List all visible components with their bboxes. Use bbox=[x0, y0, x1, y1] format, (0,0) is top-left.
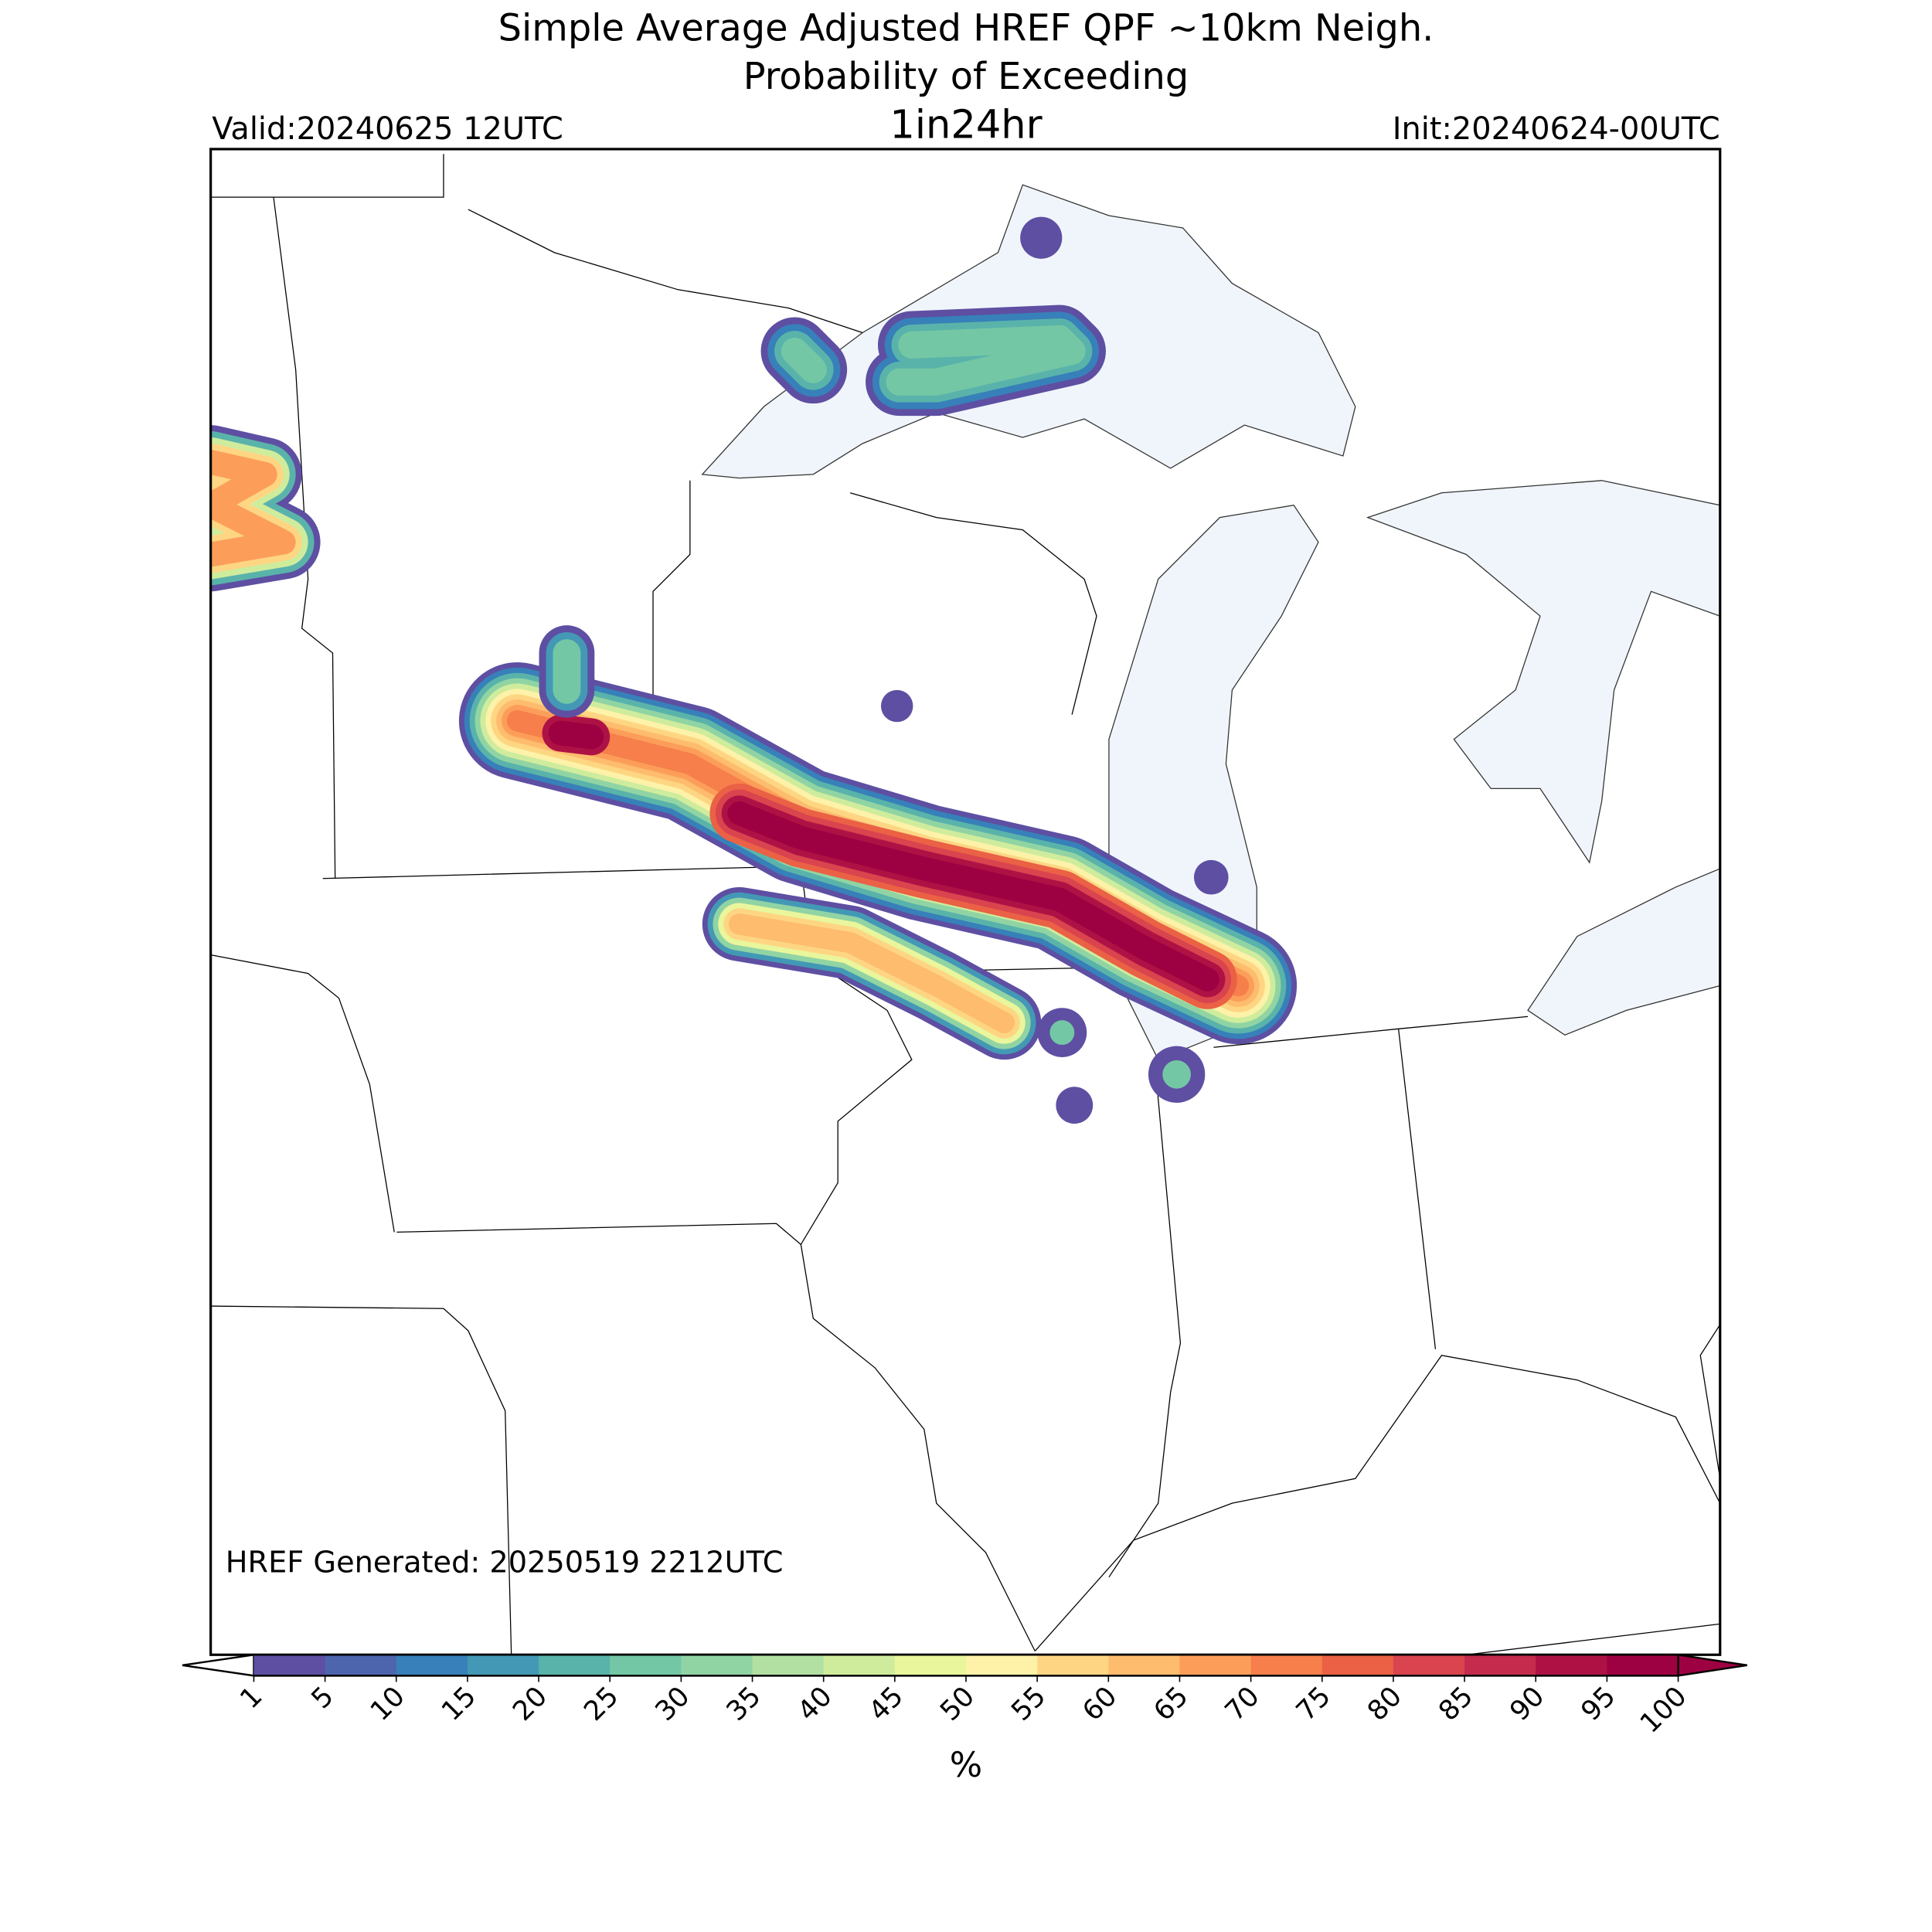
precip-contour bbox=[727, 801, 1219, 992]
lake-erie bbox=[1527, 868, 1720, 1036]
precip-contour bbox=[728, 913, 1015, 1034]
colorbar-segment bbox=[539, 1655, 611, 1676]
colorbar-segment bbox=[894, 1655, 967, 1676]
precip-cell bbox=[1056, 1087, 1094, 1124]
colorbar-tick-label: 100 bbox=[1634, 1680, 1692, 1739]
precip-cell bbox=[880, 689, 913, 723]
colorbar-tick-label: 90 bbox=[1504, 1680, 1551, 1727]
precip-contour bbox=[886, 325, 1086, 396]
colorbar-tick-label: 65 bbox=[1148, 1680, 1195, 1727]
colorbar-tick-label: 1 bbox=[234, 1680, 269, 1715]
valid-time: Valid:20240625 12UTC bbox=[212, 111, 563, 147]
precip-cell bbox=[1193, 859, 1229, 895]
footnote: HREF Generated: 20250519 2212UTC bbox=[226, 1545, 784, 1580]
title-line-2: Probability of Exceeding bbox=[743, 56, 1189, 98]
colorbar-tick-label: 85 bbox=[1433, 1680, 1480, 1727]
colorbar-label: % bbox=[950, 1745, 982, 1785]
colorbar-segment bbox=[325, 1655, 397, 1676]
colorbar-segment bbox=[610, 1655, 682, 1676]
colorbar-tick-label: 40 bbox=[791, 1680, 838, 1727]
colorbar-segment bbox=[467, 1655, 539, 1676]
colorbar-segment bbox=[1250, 1655, 1323, 1676]
precip-contour bbox=[548, 720, 604, 750]
colorbar-segment bbox=[823, 1655, 896, 1676]
precip-contour bbox=[781, 337, 827, 383]
colorbar-segment bbox=[752, 1655, 825, 1676]
colorbar-tick-label: 55 bbox=[1005, 1680, 1053, 1727]
precip-contour bbox=[210, 449, 296, 567]
colorbar-segment bbox=[396, 1655, 468, 1676]
colorbar-tick-label: 45 bbox=[862, 1680, 910, 1727]
colorbar-tick-label: 70 bbox=[1219, 1680, 1266, 1727]
colorbar-extend-low bbox=[182, 1653, 255, 1677]
colorbar: 1 5 10 15 20 25 30 35 40 45 50 55 60 65 70 75 80 85 90 95 10… bbox=[182, 1653, 1748, 1740]
colorbar-segment bbox=[681, 1655, 753, 1676]
init-time: Init:20240624-00UTC bbox=[1393, 111, 1720, 147]
colorbar-extend-high bbox=[1677, 1653, 1748, 1677]
colorbar-segment bbox=[966, 1655, 1038, 1676]
colorbar-tick-label: 95 bbox=[1575, 1680, 1622, 1727]
colorbar-segment bbox=[1393, 1655, 1465, 1676]
colorbar-tick-label: 60 bbox=[1077, 1680, 1124, 1727]
title-line-1: Simple Average Adjusted HREF QPF ~10km N… bbox=[498, 8, 1434, 50]
colorbar-segment bbox=[1037, 1655, 1110, 1676]
colorbar-tick-label: 5 bbox=[305, 1680, 340, 1715]
colorbar-tick-label: 15 bbox=[435, 1680, 482, 1727]
precip-cell bbox=[1049, 1020, 1075, 1046]
precip-cell bbox=[1162, 1060, 1191, 1089]
precip-cell bbox=[1020, 216, 1063, 259]
colorbar-segment bbox=[1321, 1655, 1394, 1676]
colorbar-tick-label: 35 bbox=[720, 1680, 767, 1727]
colorbar-tick-label: 25 bbox=[578, 1680, 625, 1727]
colorbar-tick-label: 75 bbox=[1290, 1680, 1337, 1727]
river-border bbox=[800, 866, 1720, 1651]
threshold-label: 1in24hr bbox=[889, 103, 1042, 148]
colorbar-tick-label: 30 bbox=[649, 1680, 696, 1727]
precip-field bbox=[210, 216, 1298, 1124]
colorbar-tick-label: 10 bbox=[364, 1680, 411, 1727]
colorbar-tick-label: 20 bbox=[507, 1680, 554, 1727]
colorbar-segment bbox=[1536, 1655, 1608, 1676]
colorbar-segment bbox=[1108, 1655, 1181, 1676]
colorbar-tick-label: 80 bbox=[1362, 1680, 1409, 1727]
lake-huron bbox=[1366, 480, 1720, 864]
colorbar-segment bbox=[1607, 1655, 1679, 1676]
colorbar-segment bbox=[253, 1655, 326, 1676]
colorbar-segment bbox=[1179, 1655, 1252, 1676]
colorbar-tick-label: 50 bbox=[934, 1680, 981, 1727]
map-area bbox=[210, 154, 1720, 1655]
colorbar-segment bbox=[1464, 1655, 1537, 1676]
